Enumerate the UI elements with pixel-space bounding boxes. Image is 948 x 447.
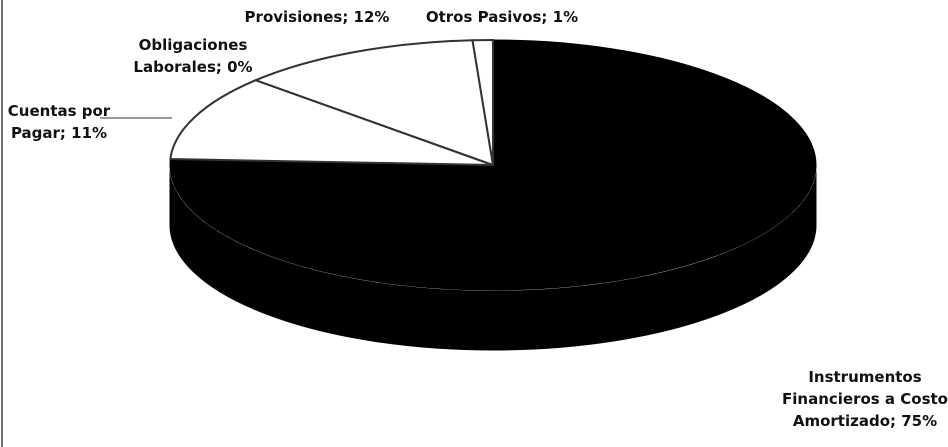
- data-label: Cuentas por Pagar; 11%: [7, 102, 111, 142]
- pie-slice: [252, 39, 495, 167]
- data-label: Otros Pasivos; 1%: [425, 8, 579, 26]
- data-label: Obligaciones Laborales; 0%: [133, 36, 253, 76]
- data-label: Provisiones; 12%: [244, 8, 390, 26]
- pie-slice: [169, 79, 494, 166]
- data-label: Instrumentos Financieros a Costo Amortiz…: [782, 368, 948, 430]
- pie-slice: [471, 38, 494, 166]
